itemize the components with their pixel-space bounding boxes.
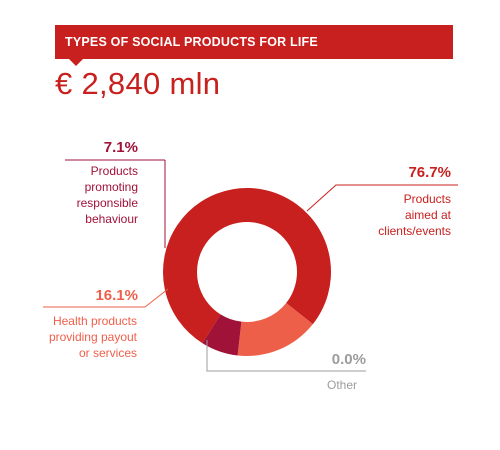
leader-line-3: [206, 340, 366, 372]
total-amount: € 2,840 mln: [55, 66, 221, 101]
slice-value-label-1: 16.1%: [95, 287, 138, 304]
slice-category-label-2: behaviour: [85, 212, 138, 226]
title-banner: TYPES OF SOCIAL PRODUCTS FOR LIFE: [55, 25, 453, 66]
slice-value-label-2: 7.1%: [104, 139, 138, 156]
slice-category-label-1: Health products: [53, 314, 137, 328]
slice-value-label-0: 76.7%: [408, 164, 451, 181]
slice-value-label-3: 0.0%: [332, 351, 366, 368]
slice-category-label-2: responsible: [77, 196, 139, 210]
slice-category-label-0: aimed at: [405, 208, 452, 222]
chart-title: TYPES OF SOCIAL PRODUCTS FOR LIFE: [65, 35, 318, 49]
slice-category-label-3: Other: [327, 378, 357, 392]
slice-0: [162, 188, 332, 344]
slice-category-label-2: promoting: [85, 180, 138, 194]
slice-category-label-1: or services: [79, 346, 137, 360]
slice-1: [237, 303, 313, 357]
leader-line-0: [306, 184, 458, 212]
leader-line-1: [43, 288, 169, 308]
slice-category-label-1: providing payout: [49, 330, 138, 344]
slice-2: [202, 314, 242, 356]
banner-pointer: [69, 59, 83, 66]
slice-category-label-0: clients/events: [378, 224, 451, 238]
slice-category-label-2: Products: [91, 164, 138, 178]
slice-category-label-0: Products: [404, 192, 451, 206]
